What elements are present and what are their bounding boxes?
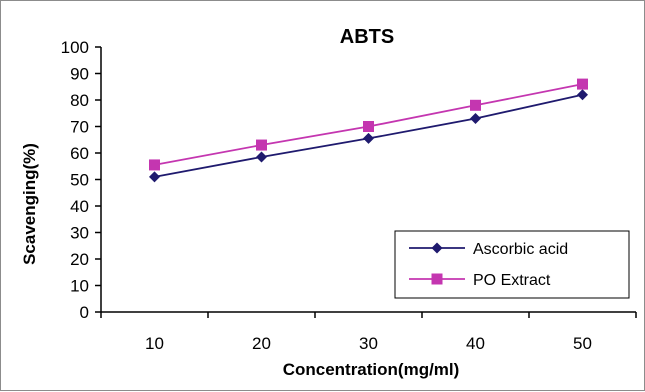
x-tick-label: 30: [359, 334, 378, 353]
data-point: [256, 139, 267, 151]
y-tick-label: 60: [70, 144, 89, 163]
data-point: [363, 121, 374, 132]
legend-marker: [431, 242, 443, 254]
data-point: [577, 89, 588, 101]
legend-marker: [431, 273, 443, 285]
legend-label: PO Extract: [473, 272, 551, 289]
series-po-extract: [149, 78, 588, 171]
y-tick-label: 100: [61, 38, 89, 57]
data-point: [470, 99, 481, 111]
y-tick-label: 30: [70, 224, 89, 243]
x-tick-label: 40: [466, 334, 485, 353]
data-point: [577, 78, 588, 90]
legend-label: Ascorbic acid: [473, 241, 568, 258]
x-axis-label: Concentration(mg/ml): [283, 360, 460, 379]
series-group: [149, 78, 588, 183]
chart-title: ABTS: [340, 26, 394, 48]
legend-box: [394, 230, 630, 299]
y-axis-ticks: 0 10 20 30 40 50 60 70 80 90 100: [61, 38, 101, 322]
series-ascorbic-acid: [149, 89, 588, 183]
y-axis-label: Scavenging(%): [20, 143, 39, 265]
x-tick-label: 50: [573, 334, 592, 353]
legend: Ascorbic acid PO Extract: [394, 230, 630, 299]
y-tick-label: 10: [70, 277, 89, 296]
y-tick-label: 20: [70, 250, 89, 269]
data-point: [149, 159, 160, 171]
y-tick-label: 40: [70, 197, 89, 216]
data-point: [363, 132, 374, 144]
y-tick-label: 90: [70, 65, 89, 84]
data-point: [149, 171, 160, 183]
x-tick-label: 20: [252, 334, 271, 353]
y-tick-label: 70: [70, 118, 89, 137]
y-tick-label: 50: [70, 171, 89, 190]
data-point: [470, 113, 481, 125]
x-tick-label: 10: [145, 334, 164, 353]
data-point: [256, 151, 267, 163]
x-axis-ticks: 10 20 30 40 50: [100, 312, 637, 353]
y-tick-label: 80: [70, 91, 89, 110]
y-tick-label: 0: [80, 303, 89, 322]
